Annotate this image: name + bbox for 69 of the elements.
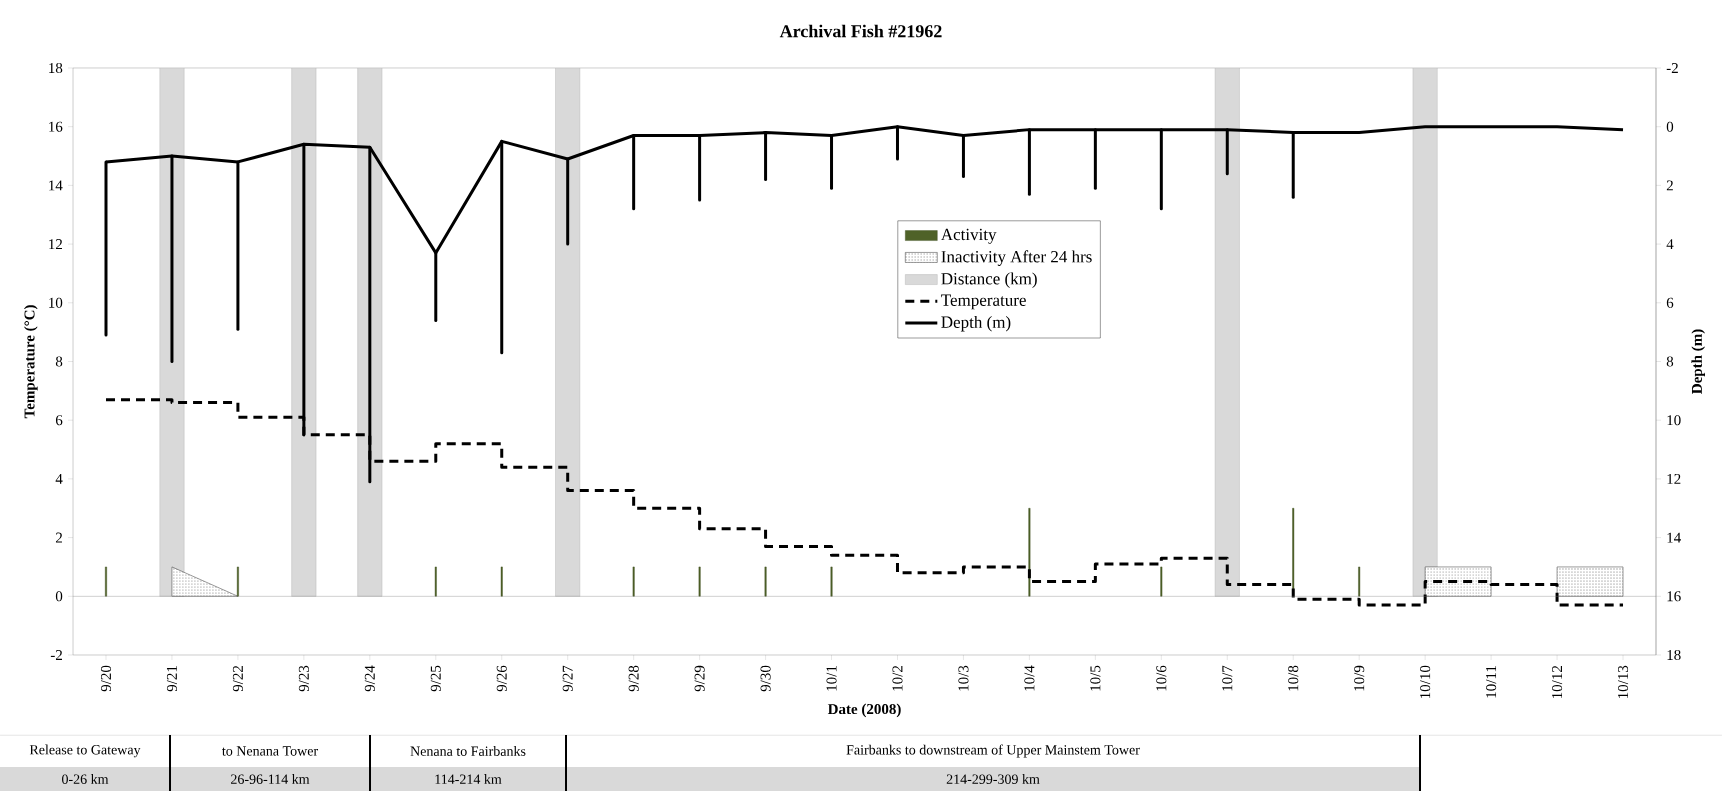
y-tick-label: 16 xyxy=(49,121,63,132)
y2-tick-label: 18 xyxy=(1667,649,1681,661)
text: 26-96-114 km xyxy=(231,774,310,784)
x-tick-label: 9/26 xyxy=(496,665,507,692)
y-tick-label: 0 xyxy=(55,591,63,602)
x-tick-label: 9/30 xyxy=(760,665,771,692)
y2-tick-label: 16 xyxy=(1667,591,1681,602)
bar xyxy=(357,67,383,597)
y2-tick-label: 6 xyxy=(1666,297,1674,308)
legend-label: Depth (m) xyxy=(941,315,1011,332)
y-tick-label: 4 xyxy=(55,473,63,484)
x-tick-label: 10/11 xyxy=(1486,666,1497,698)
y-tick-label: 10 xyxy=(49,297,63,308)
x-tick-label: 9/28 xyxy=(628,665,639,692)
text: Release to Gateway xyxy=(29,744,141,758)
x-tick-label: 10/8 xyxy=(1288,665,1299,691)
x-tick-label: 9/20 xyxy=(100,665,112,692)
text: Nenana to Fairbanks xyxy=(410,746,526,756)
x-tick-label: 10/9 xyxy=(1354,665,1365,691)
y2-axis-title: Depth (m) xyxy=(1691,329,1706,394)
x-tick-label: 10/6 xyxy=(1156,665,1167,691)
bar xyxy=(1412,67,1438,597)
x-tick-label: 10/1 xyxy=(826,666,837,691)
x-tick-label: 10/13 xyxy=(1617,665,1629,699)
x-tick-label: 10/10 xyxy=(1420,665,1431,699)
y2-tick-label: 4 xyxy=(1666,239,1674,250)
x-tick-label: 10/5 xyxy=(1090,665,1101,691)
y-tick-label: 14 xyxy=(49,180,63,191)
x-tick-label: 9/25 xyxy=(430,665,441,692)
y-tick-label: -2 xyxy=(50,650,62,660)
legend-label: Activity xyxy=(940,228,997,244)
bar xyxy=(1214,67,1240,597)
y-tick-label: 8 xyxy=(55,356,63,367)
text: to Nenana Tower xyxy=(222,746,319,756)
x-tick-label: 9/21 xyxy=(166,666,177,692)
text: Fairbanks to downstream of Upper Mainstem Tower xyxy=(846,744,1140,758)
x-tick-label: 10/3 xyxy=(958,665,969,691)
x-tick-label: 9/23 xyxy=(298,665,309,692)
x-tick-label: 9/22 xyxy=(232,666,243,692)
legend-label: Temperature xyxy=(941,294,1026,310)
y-axis-title: Temperature (°C) xyxy=(24,305,38,419)
y2-tick-label: 8 xyxy=(1666,356,1674,367)
y-tick-label: 18 xyxy=(49,62,63,74)
x-tick-label: 10/4 xyxy=(1024,665,1035,691)
y2-tick-label: 0 xyxy=(1666,121,1674,132)
x-tick-label: 9/24 xyxy=(364,665,375,692)
bar xyxy=(291,67,317,597)
x-tick-label: 10/12 xyxy=(1552,666,1563,699)
y2-tick-label: 14 xyxy=(1667,532,1681,543)
text: 0-26 km xyxy=(62,774,109,784)
text: 114-214 km xyxy=(435,774,502,784)
y-tick-label: 12 xyxy=(49,239,62,250)
y2-tick-label: 2 xyxy=(1666,180,1673,191)
bar xyxy=(159,67,185,597)
text: 214-299-309 km xyxy=(946,774,1040,784)
bar xyxy=(555,67,581,597)
x-tick-label: 9/27 xyxy=(562,665,573,692)
x-axis-title: Date (2008) xyxy=(827,703,901,718)
y2-tick-label: 12 xyxy=(1667,473,1681,484)
x-tick-label: 10/2 xyxy=(892,666,903,691)
y-tick-label: 2 xyxy=(55,532,62,543)
y2-tick-label: -2 xyxy=(1666,63,1678,73)
legend-label: Distance (km) xyxy=(941,272,1037,288)
x-tick-label: 10/7 xyxy=(1222,665,1233,691)
legend-label: Inactivity After 24 hrs xyxy=(941,250,1092,266)
y-tick-label: 6 xyxy=(55,415,63,426)
x-tick-label: 9/29 xyxy=(694,665,705,692)
y2-tick-label: 10 xyxy=(1667,415,1681,426)
chart-title: Archival Fish #21962 xyxy=(779,24,942,38)
